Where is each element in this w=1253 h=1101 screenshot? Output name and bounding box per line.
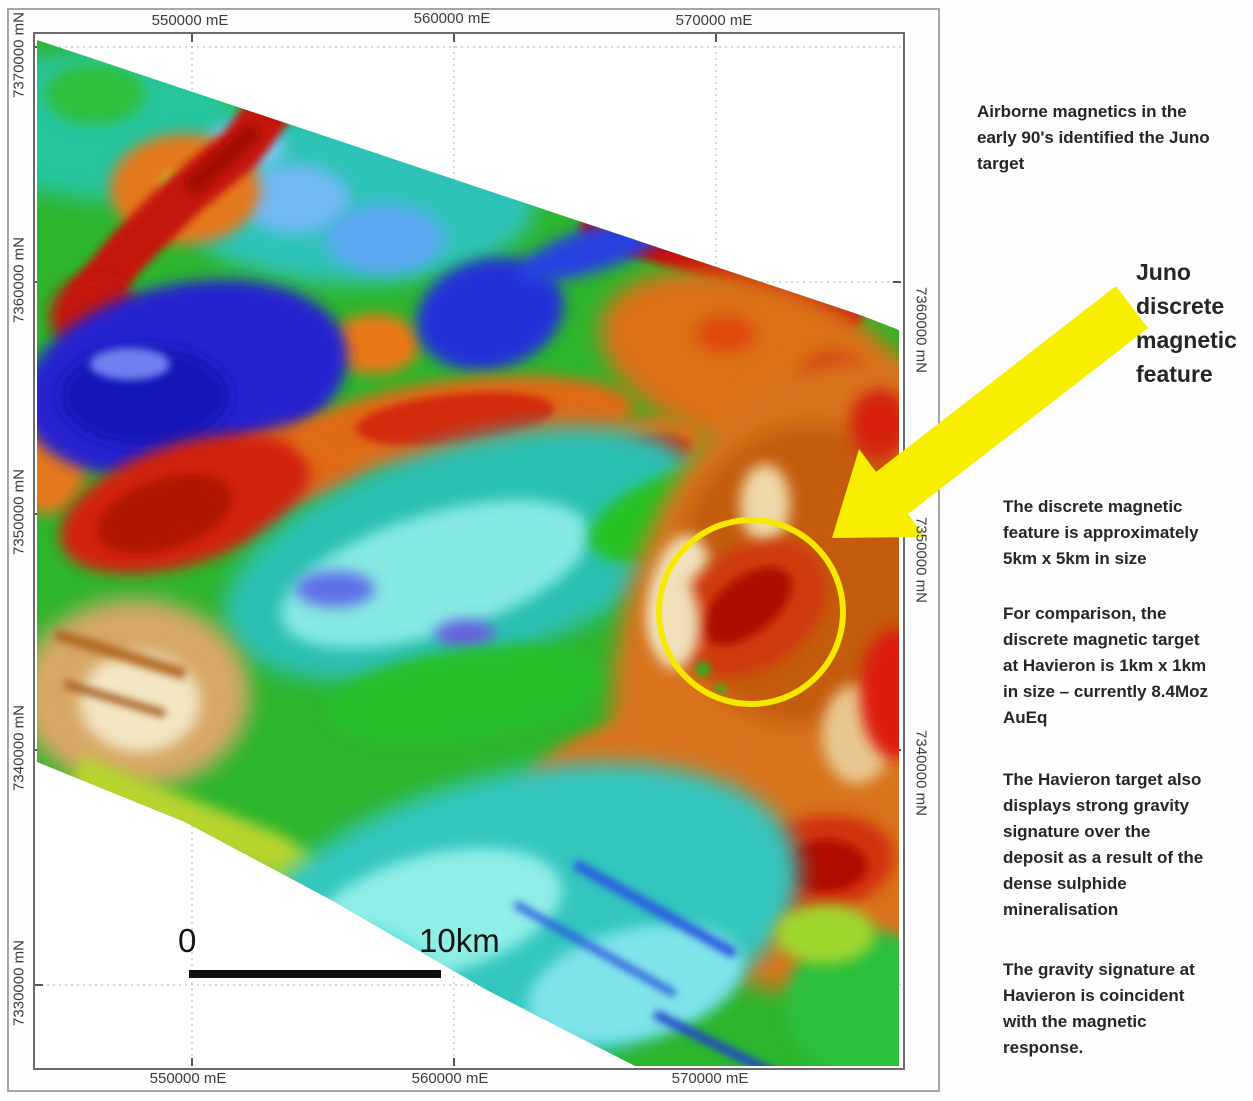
axis-label-bottom-570000: 570000 mE: [671, 1070, 749, 1087]
axis-label-left-7360000: 7360000 mN: [10, 237, 28, 323]
axis-label-right-7340000: 7340000 mN: [912, 730, 930, 816]
axis-label-left-7350000: 7350000 mN: [10, 469, 28, 555]
axis-label-bottom-550000: 550000 mE: [149, 1070, 227, 1087]
axis-label-top-570000: 570000 mE: [675, 12, 753, 29]
axis-label-right-7350000: 7350000 mN: [912, 517, 930, 603]
raster-parallelogram: [37, 40, 899, 1066]
outer-map-border: [7, 8, 940, 1092]
scalebar-line: [189, 970, 441, 978]
magnetics-raster: [35, 34, 901, 1066]
note-gravity-signature: The Havieron target also displays strong…: [1003, 770, 1204, 919]
axis-label-top-560000: 560000 mE: [413, 10, 491, 27]
note-havieron-comparison: For comparison, the discrete magnetic ta…: [1003, 604, 1209, 727]
juno-feature-label: Juno discrete magnetic feature: [1136, 259, 1237, 387]
axis-label-top-550000: 550000 mE: [151, 12, 229, 29]
highlight-circle: [656, 517, 846, 707]
axis-label-bottom-560000: 560000 mE: [411, 1070, 489, 1087]
note-gravity-coincident: The gravity signature at Havieron is coi…: [1003, 960, 1195, 1057]
axis-label-left-7330000: 7330000 mN: [10, 940, 28, 1026]
axis-label-left-7340000: 7340000 mN: [10, 705, 28, 791]
scalebar-zero-label: 0: [178, 922, 197, 959]
note-feature-size: The discrete magnetic feature is approxi…: [1003, 497, 1199, 568]
axis-label-left-7370000: 7370000 mN: [10, 12, 28, 98]
note-airborne-magnetics: Airborne magnetics in the early 90's ide…: [977, 102, 1210, 173]
scalebar-10km-label: 10km: [419, 922, 500, 959]
axis-label-right-7360000: 7360000 mN: [912, 287, 930, 373]
